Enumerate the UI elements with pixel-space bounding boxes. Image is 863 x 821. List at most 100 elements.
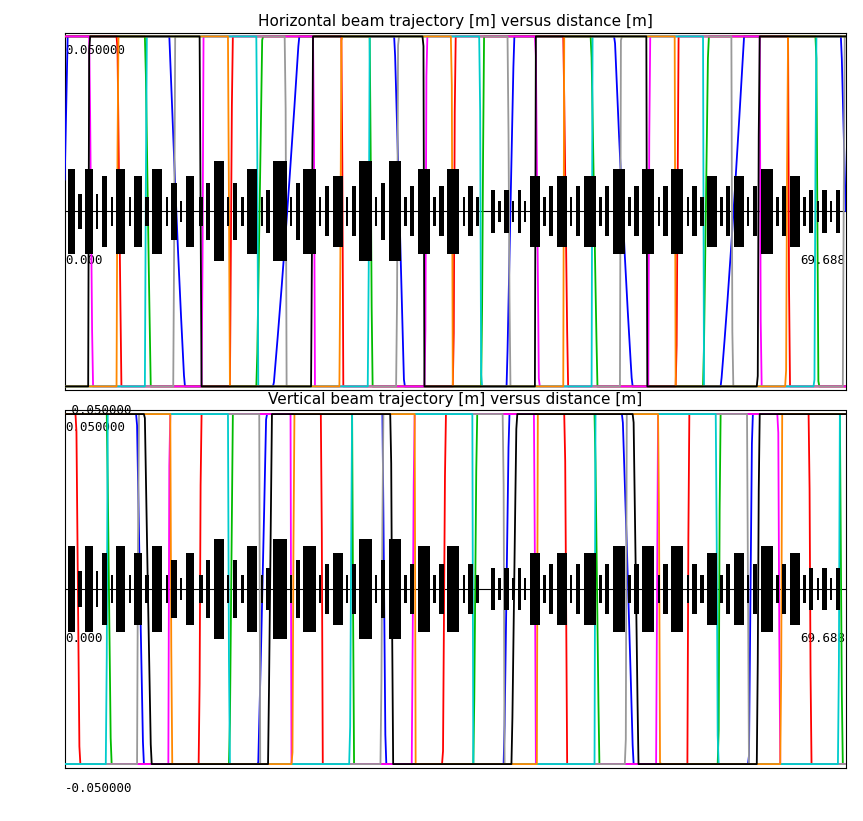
Bar [261, 575, 263, 603]
Bar [557, 176, 567, 247]
Bar [734, 176, 744, 247]
Bar [274, 539, 287, 639]
Bar [360, 539, 372, 639]
Bar [146, 575, 148, 603]
Bar [803, 575, 805, 603]
Bar [346, 575, 349, 603]
Bar [605, 564, 609, 614]
Bar [816, 200, 819, 222]
Bar [439, 186, 444, 236]
Bar [410, 186, 414, 236]
Bar [570, 575, 572, 603]
Bar [499, 200, 501, 222]
Bar [233, 183, 237, 240]
Bar [439, 564, 444, 614]
Bar [777, 575, 778, 603]
Bar [319, 197, 321, 226]
Bar [274, 162, 287, 261]
Bar [290, 575, 293, 603]
Bar [375, 197, 377, 226]
Bar [599, 197, 602, 226]
Bar [576, 564, 580, 614]
Bar [206, 561, 211, 617]
Bar [171, 561, 177, 617]
Bar [248, 168, 257, 255]
Bar [102, 176, 107, 247]
Bar [700, 575, 703, 603]
Bar [613, 546, 625, 632]
Bar [663, 186, 668, 236]
Bar [418, 546, 430, 632]
Bar [332, 553, 343, 625]
Bar [816, 578, 819, 600]
Bar [447, 168, 459, 255]
Bar [790, 553, 800, 625]
Bar [822, 190, 827, 233]
Bar [324, 564, 329, 614]
Bar [721, 575, 722, 603]
Bar [504, 567, 508, 611]
Bar [135, 176, 142, 247]
Bar [809, 567, 813, 611]
Bar [388, 162, 401, 261]
Bar [227, 197, 230, 226]
Bar [319, 575, 321, 603]
Bar [576, 186, 580, 236]
Bar [290, 197, 293, 226]
Bar [233, 561, 237, 617]
Bar [822, 567, 827, 611]
Bar [85, 168, 92, 255]
Bar [388, 539, 401, 639]
Bar [803, 197, 805, 226]
Bar [180, 578, 182, 600]
Bar [332, 176, 343, 247]
Bar [410, 564, 414, 614]
Bar [304, 546, 316, 632]
Bar [129, 197, 131, 226]
Bar [518, 567, 521, 611]
Bar [753, 186, 758, 236]
Text: 0.050000: 0.050000 [66, 44, 125, 57]
Bar [583, 176, 596, 247]
Bar [129, 575, 131, 603]
Bar [512, 200, 514, 222]
Bar [634, 564, 639, 614]
Bar [830, 578, 833, 600]
Bar [346, 197, 349, 226]
Bar [248, 546, 257, 632]
Bar [734, 553, 744, 625]
Bar [180, 200, 182, 222]
Bar [760, 546, 773, 632]
Bar [214, 539, 224, 639]
Bar [512, 578, 514, 600]
Bar [304, 168, 316, 255]
Bar [700, 197, 703, 226]
Bar [404, 197, 406, 226]
Bar [146, 197, 148, 226]
Bar [476, 197, 479, 226]
Bar [117, 168, 125, 255]
Bar [692, 186, 696, 236]
Bar [79, 194, 81, 229]
Bar [707, 553, 717, 625]
Bar [360, 162, 372, 261]
Bar [490, 567, 495, 611]
Bar [199, 575, 203, 603]
Bar [671, 168, 683, 255]
Bar [835, 567, 841, 611]
Bar [166, 197, 167, 226]
Bar [777, 197, 778, 226]
Bar [241, 575, 244, 603]
Bar [557, 553, 567, 625]
Bar [186, 553, 193, 625]
Bar [753, 564, 758, 614]
Bar [747, 575, 749, 603]
Bar [152, 546, 162, 632]
Bar [206, 183, 211, 240]
Bar [199, 197, 203, 226]
Bar [267, 190, 270, 233]
Bar [628, 575, 631, 603]
Bar [351, 186, 356, 236]
Bar [613, 168, 625, 255]
Bar [447, 546, 459, 632]
